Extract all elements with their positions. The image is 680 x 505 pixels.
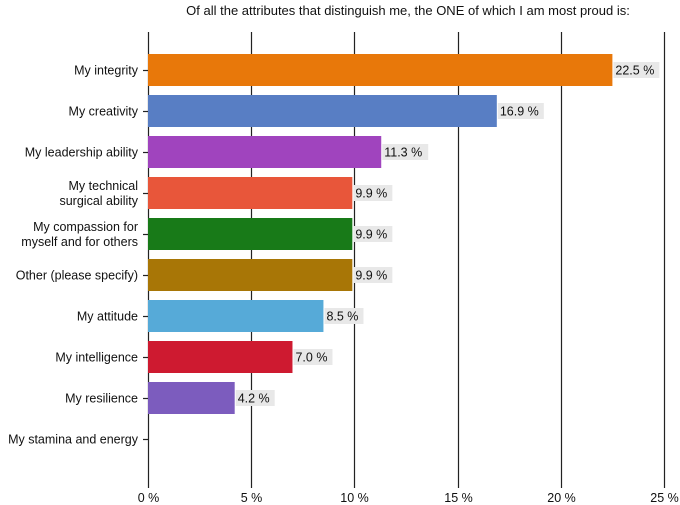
data-label-background xyxy=(353,226,393,242)
bar xyxy=(148,341,293,373)
x-tick-label: 5 % xyxy=(241,491,263,505)
data-label: 22.5 % xyxy=(615,64,654,78)
category-label: My resilience xyxy=(65,392,138,406)
category-label: surgical ability xyxy=(59,194,138,208)
category-label: My technical xyxy=(69,179,138,193)
data-label: 7.0 % xyxy=(295,351,327,365)
data-label-background xyxy=(497,103,544,119)
category-label: myself and for others xyxy=(21,235,138,249)
category-label: My stamina and energy xyxy=(8,433,139,447)
data-labels: 22.5 % 16.9 % 11.3 % 9.9 % 9.9 % 9.9 % 8.5 % 7.… xyxy=(235,62,660,406)
bar xyxy=(148,218,353,250)
data-label-background xyxy=(353,185,393,201)
x-tick-labels: 0 % 5 % 10 % 15 % 20 % 25 % xyxy=(138,491,679,505)
data-label-background xyxy=(293,349,333,365)
category-label: My compassion for xyxy=(33,220,138,234)
bars xyxy=(148,54,613,414)
category-label: My creativity xyxy=(69,105,139,119)
bar xyxy=(148,95,497,127)
data-label: 4.2 % xyxy=(238,392,270,406)
bar xyxy=(148,259,353,291)
data-label-background xyxy=(382,144,429,160)
category-label: My integrity xyxy=(74,64,139,78)
data-label-background xyxy=(324,308,364,324)
bar xyxy=(148,136,382,168)
data-label: 9.9 % xyxy=(355,228,387,242)
data-label: 8.5 % xyxy=(326,310,358,324)
data-label: 9.9 % xyxy=(355,187,387,201)
category-labels: My integrity My creativity My leadership a… xyxy=(8,64,139,447)
data-label: 11.3 % xyxy=(384,146,422,160)
x-tick-label: 15 % xyxy=(444,491,473,505)
x-tick-label: 0 % xyxy=(138,491,160,505)
chart-title: Of all the attributes that distinguish m… xyxy=(186,3,630,18)
data-label: 9.9 % xyxy=(355,269,387,283)
bar xyxy=(148,177,353,209)
category-label: My attitude xyxy=(77,310,138,324)
data-label: 16.9 % xyxy=(500,105,539,119)
category-label: Other (please specify) xyxy=(16,269,138,283)
x-tick-label: 25 % xyxy=(650,491,679,505)
data-label-background xyxy=(353,267,393,283)
x-tick-label: 10 % xyxy=(340,491,369,505)
bar xyxy=(148,300,324,332)
category-label: My intelligence xyxy=(55,351,138,365)
x-tick-label: 20 % xyxy=(547,491,576,505)
bar xyxy=(148,54,613,86)
data-label-background xyxy=(235,390,275,406)
category-label: My leadership ability xyxy=(25,146,139,160)
bar xyxy=(148,382,235,414)
data-label-background xyxy=(613,62,660,78)
